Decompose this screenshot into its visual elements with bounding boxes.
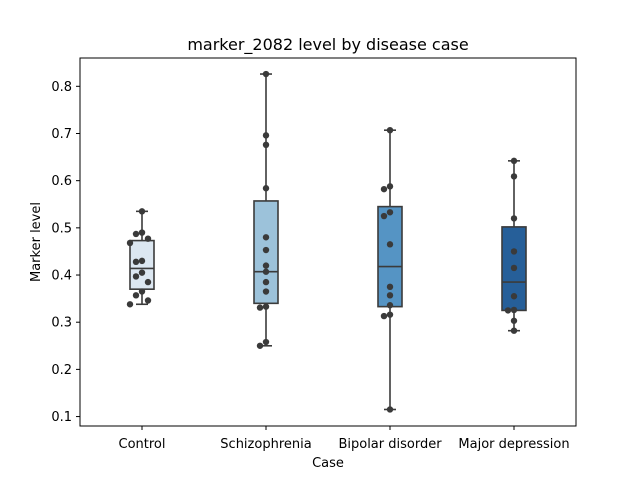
y-axis: 0.1 0.2 0.3 0.4 0.5 0.6 0.7 0.8: [51, 80, 80, 425]
y-tick-label: 0.3: [51, 316, 72, 331]
data-point: [510, 327, 518, 334]
data-point: [256, 304, 264, 311]
points-layer: [126, 70, 518, 413]
y-tick-label: 0.8: [51, 80, 72, 95]
data-point: [126, 301, 134, 308]
data-point: [262, 141, 270, 149]
data-point: [380, 312, 388, 320]
data-point: [510, 317, 518, 324]
box-group: [501, 160, 527, 332]
data-point: [386, 406, 394, 413]
data-point: [262, 246, 270, 254]
x-tick-label: Major depression: [458, 437, 569, 452]
data-point: [510, 157, 518, 165]
data-point: [386, 302, 394, 309]
data-point: [132, 292, 140, 299]
data-point: [262, 288, 270, 295]
data-point: [386, 311, 394, 318]
data-point: [144, 235, 152, 242]
boxes-layer: [129, 73, 527, 411]
data-point: [138, 229, 146, 236]
y-tick-label: 0.2: [51, 363, 72, 378]
data-point: [386, 209, 394, 216]
data-point: [386, 241, 394, 248]
y-tick-label: 0.7: [51, 127, 72, 142]
box-group: [377, 129, 403, 411]
data-point: [262, 234, 270, 241]
y-tick-label: 0.6: [51, 174, 72, 189]
x-tick-label: Bipolar disorder: [338, 437, 442, 452]
data-point: [504, 307, 512, 314]
data-point: [380, 212, 388, 220]
x-axis: Control Schizophrenia Bipolar disorder Majo…: [119, 426, 570, 452]
data-point: [262, 338, 270, 346]
data-point: [126, 239, 134, 247]
data-point: [262, 268, 270, 275]
data-point: [138, 208, 146, 215]
plot-frame: [79, 57, 577, 427]
data-point: [262, 278, 270, 286]
data-point: [380, 185, 388, 193]
data-point: [262, 303, 270, 310]
data-point: [386, 183, 394, 190]
data-point: [262, 132, 270, 139]
data-point: [510, 215, 518, 222]
iqr-box: [377, 205, 403, 308]
x-axis-title: Case: [312, 456, 344, 471]
y-axis-title: Marker level: [29, 202, 44, 282]
x-tick-label: Schizophrenia: [220, 437, 311, 452]
data-point: [510, 264, 518, 272]
data-point: [262, 262, 270, 269]
data-point: [144, 297, 152, 304]
y-tick-label: 0.1: [51, 410, 72, 425]
data-point: [510, 293, 518, 300]
data-point: [144, 278, 152, 286]
data-point: [138, 288, 146, 295]
y-tick-label: 0.4: [51, 269, 72, 284]
chart-title: marker_2082 level by disease case: [187, 35, 468, 55]
data-point: [138, 269, 146, 276]
data-point: [132, 258, 140, 266]
data-point: [386, 292, 394, 299]
y-tick-label: 0.5: [51, 221, 72, 236]
data-point: [386, 283, 394, 291]
data-point: [510, 248, 518, 255]
data-point: [262, 185, 270, 192]
data-point: [132, 230, 140, 238]
data-point: [138, 257, 146, 265]
data-point: [510, 173, 518, 180]
data-point: [510, 306, 518, 314]
data-point: [262, 70, 270, 78]
data-point: [256, 342, 264, 349]
data-point: [132, 273, 140, 280]
data-point: [386, 126, 394, 134]
x-tick-label: Control: [119, 437, 166, 452]
